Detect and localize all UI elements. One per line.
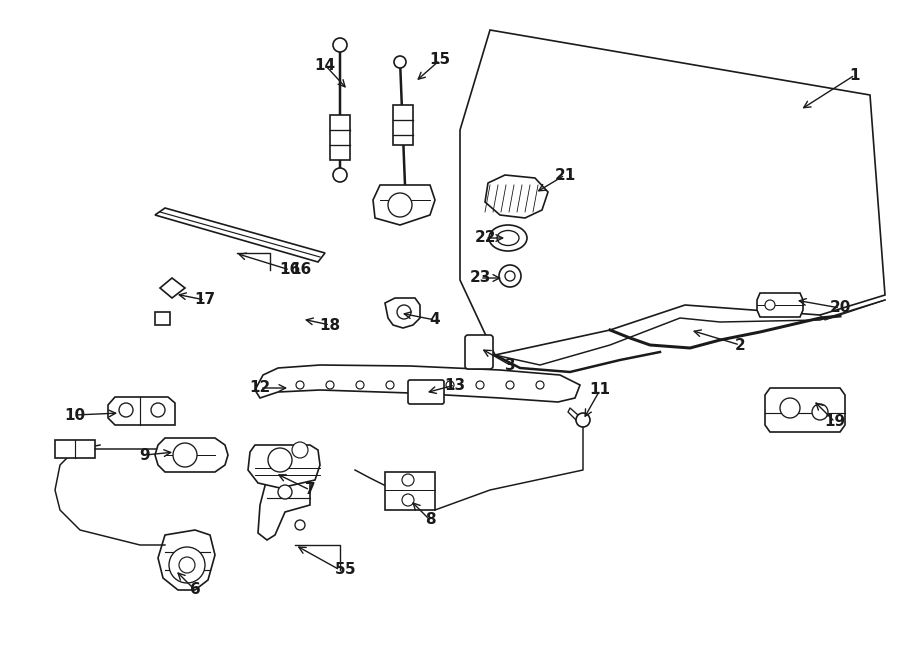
Text: 9: 9 xyxy=(140,447,150,463)
Text: 8: 8 xyxy=(425,512,436,527)
Circle shape xyxy=(386,381,394,389)
Text: 17: 17 xyxy=(194,293,216,307)
Circle shape xyxy=(576,413,590,427)
Ellipse shape xyxy=(497,231,519,245)
Text: 5: 5 xyxy=(335,563,346,578)
Polygon shape xyxy=(258,478,310,540)
Text: 14: 14 xyxy=(314,58,336,73)
Circle shape xyxy=(536,381,544,389)
Polygon shape xyxy=(765,388,845,432)
Polygon shape xyxy=(373,185,435,225)
Polygon shape xyxy=(158,530,215,590)
Circle shape xyxy=(356,381,364,389)
Polygon shape xyxy=(255,365,580,402)
Circle shape xyxy=(812,404,828,420)
Text: 2: 2 xyxy=(734,338,745,352)
Circle shape xyxy=(173,443,197,467)
Text: 12: 12 xyxy=(249,381,271,395)
Text: 18: 18 xyxy=(320,317,340,332)
Circle shape xyxy=(151,403,165,417)
FancyBboxPatch shape xyxy=(408,380,444,404)
Polygon shape xyxy=(155,312,170,325)
Circle shape xyxy=(333,168,347,182)
Circle shape xyxy=(506,381,514,389)
Circle shape xyxy=(446,381,454,389)
Circle shape xyxy=(402,494,414,506)
Polygon shape xyxy=(108,397,175,425)
Circle shape xyxy=(326,381,334,389)
FancyBboxPatch shape xyxy=(465,335,493,369)
Polygon shape xyxy=(460,30,885,355)
Text: 3: 3 xyxy=(505,358,516,373)
Text: 22: 22 xyxy=(474,231,496,245)
Polygon shape xyxy=(385,298,420,328)
Polygon shape xyxy=(155,438,228,472)
Circle shape xyxy=(268,448,292,472)
Text: 21: 21 xyxy=(554,167,576,182)
Circle shape xyxy=(388,193,412,217)
Circle shape xyxy=(119,403,133,417)
Polygon shape xyxy=(393,105,413,145)
Text: 19: 19 xyxy=(824,414,846,430)
Circle shape xyxy=(505,271,515,281)
Circle shape xyxy=(499,265,521,287)
Circle shape xyxy=(179,557,195,573)
Text: 10: 10 xyxy=(65,407,86,422)
Text: 6: 6 xyxy=(190,582,201,598)
Polygon shape xyxy=(55,440,95,458)
Circle shape xyxy=(394,56,406,68)
Text: 5: 5 xyxy=(345,563,356,578)
Text: 11: 11 xyxy=(590,383,610,397)
Text: 23: 23 xyxy=(469,270,491,286)
Polygon shape xyxy=(248,445,320,488)
Text: 15: 15 xyxy=(429,52,451,67)
Text: 4: 4 xyxy=(429,313,440,327)
Circle shape xyxy=(397,305,411,319)
Text: 13: 13 xyxy=(445,377,465,393)
Circle shape xyxy=(476,381,484,389)
Polygon shape xyxy=(757,293,803,317)
Text: 7: 7 xyxy=(305,483,315,498)
Polygon shape xyxy=(330,115,350,160)
Ellipse shape xyxy=(489,225,527,251)
Polygon shape xyxy=(385,472,435,510)
Circle shape xyxy=(292,442,308,458)
Text: 1: 1 xyxy=(850,67,860,83)
Polygon shape xyxy=(160,278,185,298)
Text: 16: 16 xyxy=(279,262,301,278)
Text: 16: 16 xyxy=(290,262,311,278)
Circle shape xyxy=(780,398,800,418)
Circle shape xyxy=(402,474,414,486)
Circle shape xyxy=(765,300,775,310)
Polygon shape xyxy=(155,208,325,262)
Text: 20: 20 xyxy=(829,301,850,315)
Circle shape xyxy=(333,38,347,52)
Circle shape xyxy=(295,520,305,530)
Circle shape xyxy=(169,547,205,583)
Polygon shape xyxy=(485,175,548,218)
Circle shape xyxy=(296,381,304,389)
Circle shape xyxy=(416,381,424,389)
Circle shape xyxy=(278,485,292,499)
